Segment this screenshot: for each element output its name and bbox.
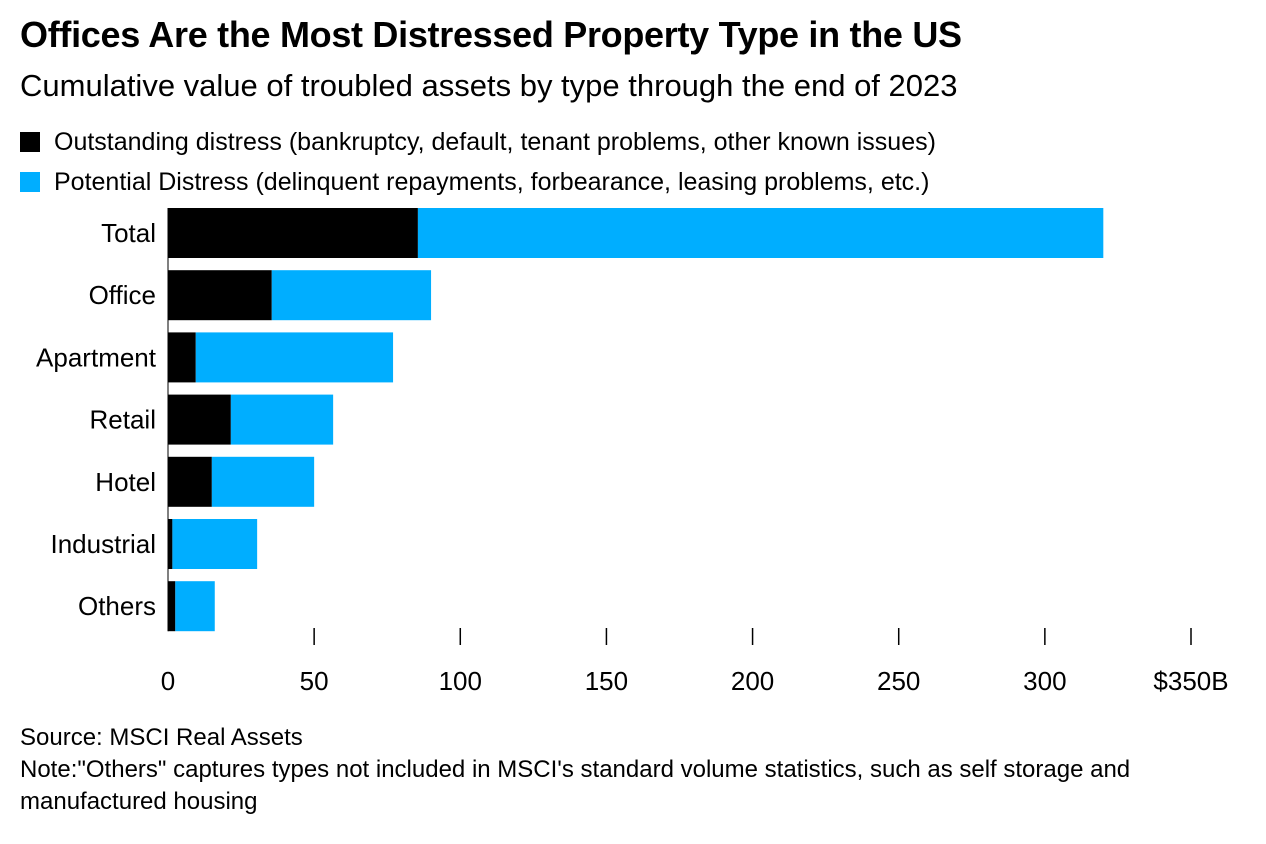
- x-tick-label-300: 300: [1023, 666, 1066, 696]
- legend: Outstanding distress (bankruptcy, defaul…: [20, 122, 936, 202]
- bar-total-outstanding: [168, 208, 418, 258]
- footnote: Note:"Others" captures types not include…: [20, 756, 1131, 815]
- category-label-retail: Retail: [90, 405, 156, 435]
- bar-apartment-outstanding: [168, 332, 196, 383]
- bar-hotel-outstanding: [168, 456, 212, 507]
- source-note: Source: MSCI Real Assets: [20, 724, 303, 751]
- bar-industrial-outstanding: [168, 519, 173, 569]
- legend-swatch-potential: [20, 172, 40, 192]
- category-label-office: Office: [89, 280, 156, 310]
- chart-footer: Source: MSCI Real Assets Note:"Others" c…: [20, 722, 1200, 818]
- bar-retail-potential: [230, 394, 334, 445]
- legend-item-potential: Potential Distress (delinquent repayment…: [20, 162, 936, 202]
- bar-total-potential: [417, 208, 1104, 258]
- x-tick-label-50: 50: [300, 666, 329, 696]
- category-label-industrial: Industrial: [51, 529, 157, 559]
- x-tick-label-150: 150: [585, 666, 628, 696]
- bar-retail-outstanding: [168, 394, 231, 445]
- bar-office-potential: [271, 270, 432, 321]
- bar-office-outstanding: [168, 270, 272, 321]
- category-label-others: Others: [78, 591, 156, 621]
- bar-others-outstanding: [168, 581, 176, 632]
- legend-label-potential: Potential Distress (delinquent repayment…: [54, 167, 930, 196]
- bar-others-potential: [175, 581, 215, 632]
- x-tick-label-200: 200: [731, 666, 774, 696]
- x-tick-label-250: 250: [877, 666, 920, 696]
- bar-hotel-potential: [211, 456, 315, 507]
- chart-subtitle: Cumulative value of troubled assets by t…: [20, 68, 958, 103]
- bar-apartment-potential: [195, 332, 394, 383]
- x-tick-label-350: $350B: [1153, 666, 1228, 696]
- x-tick-label-100: 100: [439, 666, 482, 696]
- legend-swatch-outstanding: [20, 132, 40, 152]
- chart-title: Offices Are the Most Distressed Property…: [20, 14, 962, 55]
- category-label-apartment: Apartment: [36, 342, 157, 372]
- category-label-hotel: Hotel: [95, 467, 156, 497]
- x-tick-label-0: 0: [161, 666, 175, 696]
- legend-item-outstanding: Outstanding distress (bankruptcy, defaul…: [20, 122, 936, 162]
- bar-industrial-potential: [172, 519, 258, 569]
- category-label-total: Total: [101, 218, 156, 248]
- legend-label-outstanding: Outstanding distress (bankruptcy, defaul…: [54, 127, 936, 156]
